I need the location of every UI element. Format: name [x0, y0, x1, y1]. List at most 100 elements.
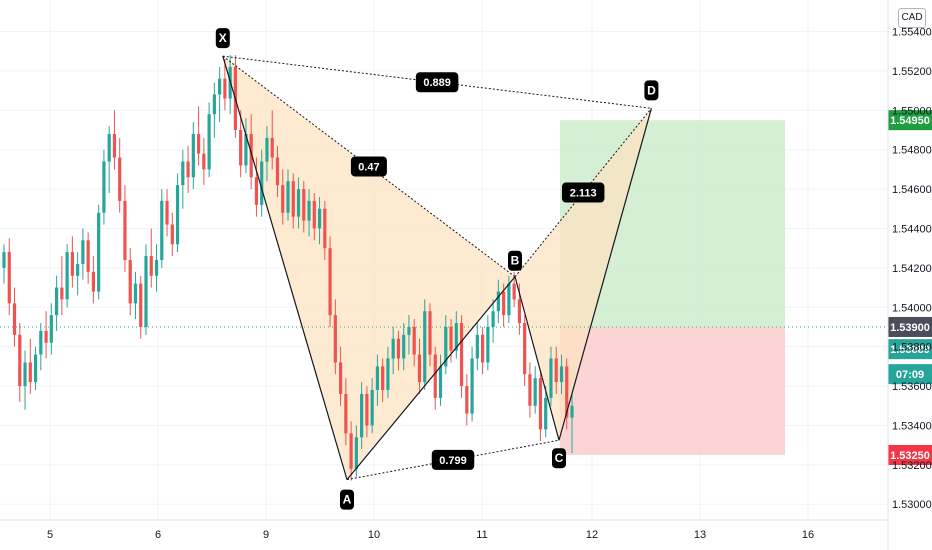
- candle-body: [307, 200, 311, 221]
- candle-body: [296, 189, 301, 217]
- candle-body: [312, 200, 316, 229]
- candle-body: [396, 338, 401, 359]
- point-badge-c: [552, 448, 566, 469]
- candle-body: [128, 260, 132, 304]
- candle-body: [86, 240, 90, 272]
- point-label-c: C: [555, 451, 564, 465]
- price-badge-label-target: 1.54950: [890, 115, 930, 127]
- currency-label[interactable]: CAD: [898, 8, 926, 28]
- point-badge-a: [340, 489, 354, 510]
- candle-body: [212, 94, 216, 115]
- x-tick-label: 12: [586, 529, 598, 541]
- candle-body: [496, 291, 500, 312]
- candle-body: [123, 200, 127, 260]
- candle-body: [565, 366, 569, 418]
- ratio-label: 2.113: [570, 188, 597, 200]
- point-badge-b: [508, 250, 522, 271]
- leg-xa: [222, 55, 348, 480]
- candle-body: [354, 437, 358, 469]
- candle-body: [97, 212, 101, 292]
- x-tick-label: 11: [476, 529, 487, 541]
- y-tick-label: 1.53000: [892, 499, 932, 511]
- stop-zone: [560, 326, 785, 455]
- candle-body: [249, 133, 253, 178]
- pattern-overlay: X A B C D 0.889 0.47 0.799 2.113 1.54950 1.53900 1.…: [215, 28, 932, 510]
- candle-body: [449, 326, 453, 351]
- candle-body: [365, 393, 369, 426]
- candle-body: [402, 334, 406, 359]
- candle-body: [76, 263, 80, 276]
- candle-body: [12, 303, 17, 335]
- candle-body: [28, 362, 32, 383]
- candle-body: [265, 137, 269, 162]
- candle-body: [60, 287, 64, 300]
- leg-bc: [514, 276, 560, 441]
- candle-body: [549, 358, 553, 398]
- candle-body: [65, 252, 69, 300]
- x-tick-label: 5: [47, 529, 53, 541]
- candle-body: [133, 283, 138, 304]
- x-tick-label: 10: [368, 529, 380, 541]
- price-badge-current: [888, 316, 932, 337]
- ratio-label: 0.889: [423, 77, 451, 89]
- price-badge-last: [888, 339, 932, 360]
- candle-body: [70, 252, 74, 276]
- candle-body: [559, 366, 564, 383]
- candle-body: [544, 397, 548, 430]
- y-tick-label: 1.54600: [892, 184, 932, 196]
- candle-body: [328, 248, 332, 316]
- candle-body: [23, 362, 27, 387]
- pattern-triangle-xab: [222, 56, 516, 480]
- x-tick-label: 9: [263, 529, 269, 541]
- ratio-label: 0.799: [439, 455, 467, 467]
- candle-body: [49, 315, 53, 343]
- candle-body: [291, 181, 295, 217]
- candle-body: [433, 354, 437, 398]
- point-label-x: X: [219, 31, 227, 45]
- candle-body: [423, 311, 427, 383]
- candle-body: [207, 114, 211, 170]
- y-tick-label: 1.53800: [892, 342, 932, 354]
- candle-body: [196, 133, 201, 154]
- candle-body: [349, 433, 353, 469]
- y-tick-label: 1.54400: [892, 223, 932, 235]
- candle-body: [502, 291, 506, 316]
- candle-body: [428, 311, 432, 355]
- candle-body: [191, 133, 195, 178]
- candles: [2, 55, 574, 481]
- leg-cd: [558, 108, 652, 441]
- candle-body: [160, 200, 164, 260]
- price-badge-target: [888, 110, 932, 131]
- point-badge-x: [215, 28, 230, 49]
- candle-body: [144, 256, 148, 327]
- candle-body: [381, 366, 385, 390]
- candle-body: [333, 315, 337, 363]
- candle-body: [154, 260, 159, 276]
- candle-body: [18, 334, 22, 387]
- candle-body: [512, 283, 516, 300]
- x-tick-label: 6: [155, 529, 161, 541]
- ratio-badge: [561, 182, 605, 203]
- candle-body: [107, 133, 111, 162]
- candle-body: [480, 334, 485, 363]
- candle-body: [344, 393, 348, 434]
- candle-body: [244, 133, 248, 166]
- candle-body: [386, 358, 390, 390]
- price-badge-label-stop: 1.53250: [890, 450, 930, 462]
- candle-body: [186, 161, 190, 178]
- x-tick-label: 13: [694, 529, 706, 541]
- candle-body: [302, 189, 306, 221]
- candle-body: [2, 252, 6, 268]
- candle-body: [286, 181, 290, 213]
- candle-body: [223, 78, 227, 99]
- candle-body: [281, 185, 285, 213]
- leg-ab: [346, 276, 516, 481]
- price-badge-label-countdown: 07:09: [896, 369, 924, 381]
- y-tick-label: 1.54200: [892, 263, 932, 275]
- candle-body: [528, 374, 532, 406]
- point-label-a: A: [343, 493, 352, 507]
- ratio-badge: [431, 449, 475, 470]
- harmonic-pattern: [0, 56, 888, 480]
